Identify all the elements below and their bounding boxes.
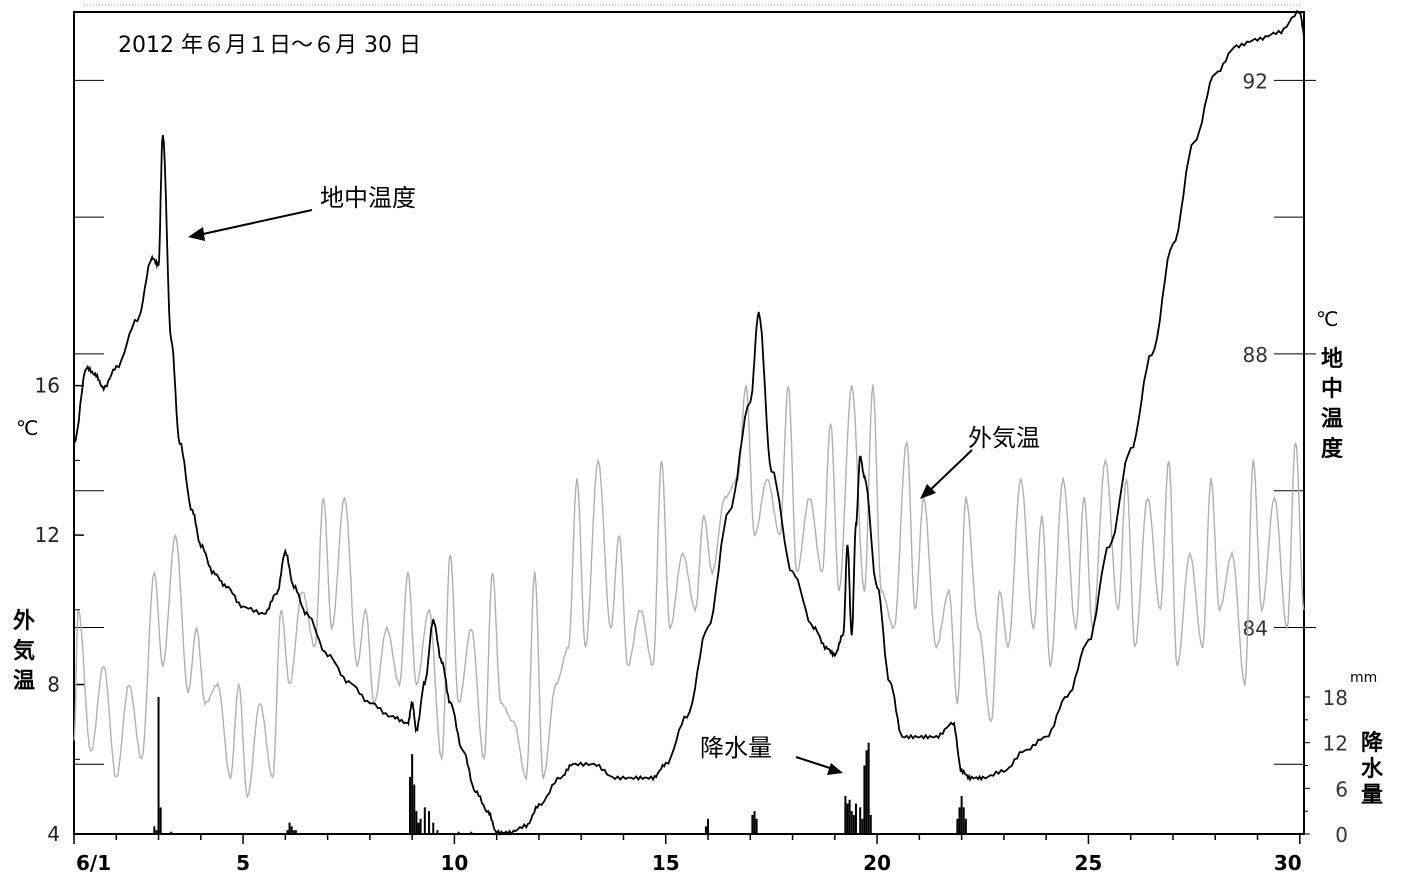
precip-bar [850, 811, 853, 834]
precip-tick-label: 0 [1335, 823, 1348, 847]
plot-frame [73, 11, 1305, 835]
precip-bar [290, 826, 293, 834]
precip-bar [863, 765, 866, 834]
ground-temp-line [73, 9, 1305, 837]
left-tick-label: 4 [47, 822, 60, 846]
left-axis-unit: ℃ [16, 416, 38, 440]
precip-bar [852, 814, 855, 834]
precip-tick-label: 12 [1323, 732, 1348, 756]
precip-bar [409, 776, 412, 834]
period-label: 2012 年６月１日～６月 30 日 [118, 33, 421, 58]
annotation-ground-temp: 地中温度 [320, 184, 416, 212]
left-tick-label: 16 [35, 374, 60, 398]
annotation-ground-temp-arrowhead [188, 227, 205, 241]
precip-axis-ticks: 0 6 12 18 [1304, 686, 1348, 847]
precip-bar [854, 803, 857, 834]
precip-bar [411, 754, 414, 834]
x-tick-label: 25 [1075, 851, 1103, 875]
left-axis-label: 外気温 [13, 608, 35, 694]
precip-bars [153, 697, 967, 834]
precip-bar [755, 818, 758, 834]
annotation-air-temp-arrowhead [920, 484, 936, 499]
precip-bar [956, 818, 959, 834]
precip-bar [751, 814, 754, 834]
precip-tick-label: 18 [1323, 686, 1348, 710]
x-tick-label: 20 [863, 851, 891, 875]
precip-bar [413, 784, 416, 834]
precip-bar [859, 807, 862, 834]
precip-bar [753, 811, 756, 834]
precip-bar [704, 826, 707, 834]
right-temp-axis-label-char: 地 [1321, 347, 1343, 372]
left-axis-label-char: 外 [13, 608, 35, 634]
precip-bar [170, 831, 173, 834]
left-tick-label: 12 [35, 523, 60, 547]
right-temp-axis-label-char: 温 [1321, 407, 1343, 432]
right-temp-axis-label: 地中温度 [1321, 347, 1344, 462]
x-axis-ticks: 6/1 5 10 15 20 25 30 [73, 834, 1302, 875]
precip-bar [844, 795, 847, 834]
annotation-precip: 降水量 [700, 734, 772, 762]
ground-temp-series [73, 9, 1305, 837]
precip-bar [423, 807, 426, 834]
precip-bar [846, 803, 849, 834]
precip-bar [869, 814, 872, 834]
precip-bar [292, 830, 295, 834]
precip-bar [155, 830, 158, 834]
precip-bar [415, 811, 418, 834]
precip-bar [294, 830, 297, 834]
precip-tick-label: 6 [1335, 777, 1348, 801]
annotation-precip-arrowhead [827, 763, 843, 775]
precip-bar [432, 822, 435, 834]
x-tick-label: 5 [236, 851, 250, 875]
precip-bar [288, 822, 291, 834]
x-tick-label: 6/1 [76, 851, 111, 875]
x-tick-label: 30 [1274, 851, 1302, 875]
precip-bar [436, 830, 439, 834]
left-axis-ticks: 4 8 12 16 [35, 374, 84, 846]
precip-axis-label-char: 降 [1361, 731, 1384, 756]
x-tick-label: 15 [652, 851, 680, 875]
precip-bar [964, 818, 967, 834]
precip-bar [470, 831, 473, 834]
precip-bar [848, 799, 851, 834]
precip-bar [962, 807, 965, 834]
left-tick-label: 8 [47, 673, 60, 697]
left-axis-label-char: 温 [13, 669, 35, 694]
right-tick-label: 92 [1243, 69, 1268, 93]
precip-bar [867, 742, 870, 834]
precip-axis-label-char: 量 [1361, 783, 1383, 808]
precip-axis-unit: mm [1350, 670, 1377, 686]
precip-bar [428, 811, 431, 834]
annotation-air-temp-arrow [925, 449, 973, 495]
precip-bar [153, 826, 156, 834]
precip-axis-label-char: 水 [1361, 757, 1384, 782]
precip-bar [960, 795, 963, 834]
precip-axis-label: 降水量 [1361, 731, 1384, 808]
precip-bar [157, 697, 160, 834]
right-tick-label: 84 [1243, 616, 1268, 640]
left-axis-label-char: 気 [13, 638, 35, 664]
x-tick-label: 10 [440, 851, 468, 875]
annotation-ground-temp-arrow [193, 209, 313, 237]
precip-bar [159, 807, 162, 834]
annotation-precip-arrow [795, 756, 837, 771]
right-tick-label: 88 [1243, 343, 1268, 367]
right-temp-axis-unit: ℃ [1316, 307, 1338, 331]
precip-bar [861, 818, 864, 834]
air-temp-line [73, 384, 1305, 799]
right-temp-axis-label-char: 度 [1321, 436, 1344, 462]
annotation-air-temp: 外気温 [968, 424, 1040, 452]
precip-bar [457, 831, 460, 834]
air-temp-series [73, 384, 1305, 799]
precip-bar [286, 830, 289, 834]
precip-bar [419, 818, 422, 834]
precip-bar [958, 807, 961, 834]
right-temp-axis-ticks: 84 88 92 [74, 69, 1316, 765]
precip-bar [417, 822, 420, 834]
precip-bar [865, 750, 868, 834]
precip-bar [707, 818, 710, 834]
right-temp-axis-label-char: 中 [1321, 377, 1343, 402]
